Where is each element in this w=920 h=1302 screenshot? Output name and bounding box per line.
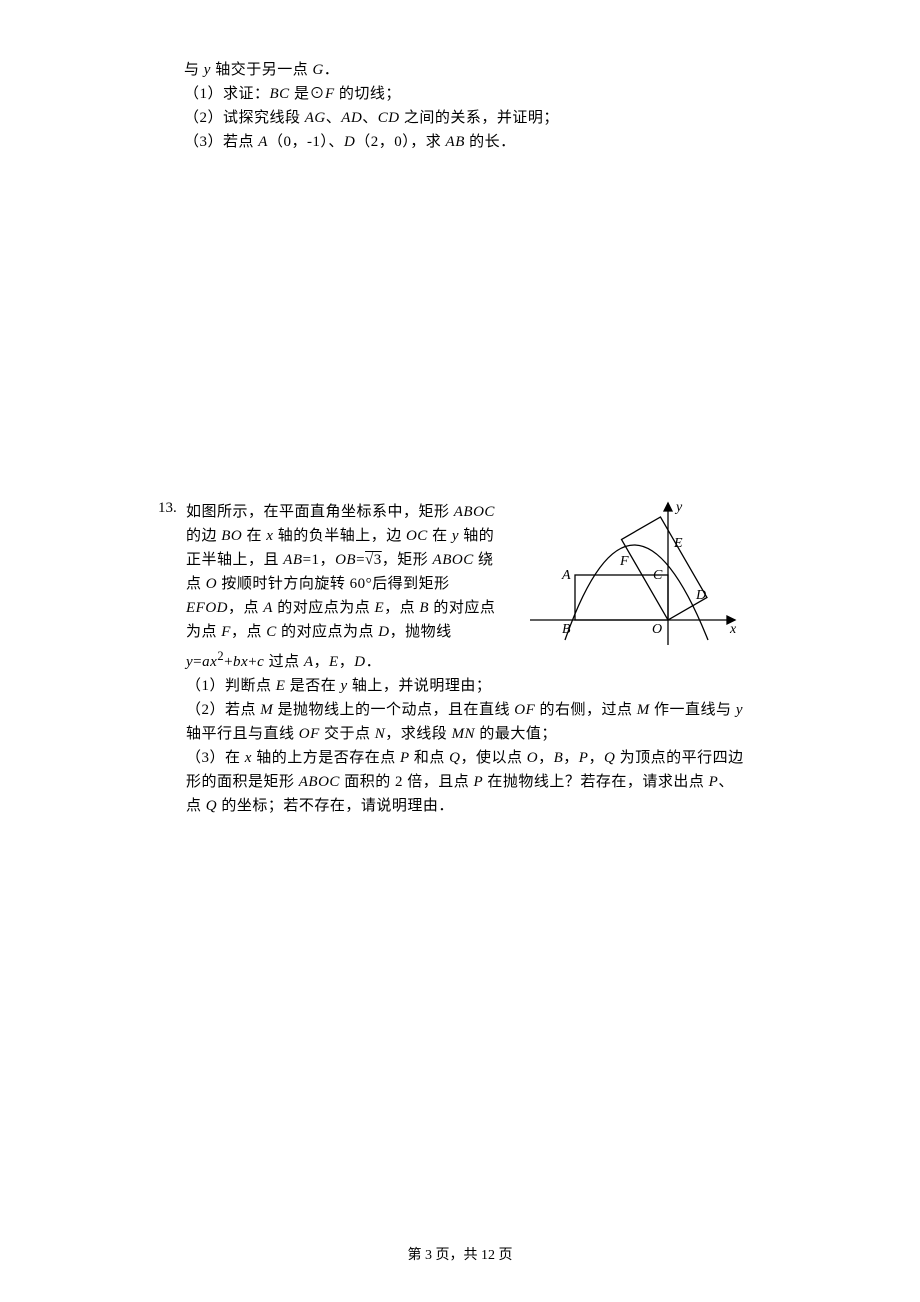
q13-intro-text: 如图所示，在平面直角坐标系中，矩形 ABOC 的边 BO 在 x 轴的负半轴上，… xyxy=(186,504,495,670)
q13-subparts: （1）判断点 E 是否在 y 轴上，并说明理由； （2）若点 M 是抛物线上的一… xyxy=(186,674,746,818)
q13-number: 13. xyxy=(158,500,177,517)
q12-part3: （3）若点 A（0，-1）、D（2，0），求 AB 的长． xyxy=(184,130,744,154)
label-D: D xyxy=(695,588,706,603)
diagram-labels: A B C D E F O x y xyxy=(561,500,737,637)
footer-prefix: 第 xyxy=(408,1248,426,1263)
label-O: O xyxy=(652,622,662,637)
q13-intro: 如图所示，在平面直角坐标系中，矩形 ABOC 的边 BO 在 x 轴的负半轴上，… xyxy=(186,500,506,674)
label-x: x xyxy=(729,622,737,637)
label-y: y xyxy=(674,500,683,515)
page: 与 y 轴交于另一点 G． （1）求证：BC 是⊙F 的切线； （2）试探究线段… xyxy=(0,0,920,1302)
q12-line-yaxis: 与 y 轴交于另一点 G． xyxy=(184,58,744,82)
q12-part2: （2）试探究线段 AG、AD、CD 之间的关系，并证明； xyxy=(184,106,744,130)
parabola xyxy=(565,545,708,640)
label-F: F xyxy=(619,554,629,569)
y-axis-arrow xyxy=(664,503,672,511)
label-E: E xyxy=(673,536,683,551)
footer-page-current: 3 xyxy=(425,1248,432,1263)
q13-diagram: A B C D E F O x y xyxy=(520,495,750,655)
q12-continuation: 与 y 轴交于另一点 G． （1）求证：BC 是⊙F 的切线； （2）试探究线段… xyxy=(184,58,744,154)
q13-part2: （2）若点 M 是抛物线上的一个动点，且在直线 OF 的右侧，过点 M 作一直线… xyxy=(186,698,746,746)
footer-mid: 页，共 xyxy=(432,1248,481,1263)
q12-part1: （1）求证：BC 是⊙F 的切线； xyxy=(184,82,744,106)
footer-suffix: 页 xyxy=(495,1248,513,1263)
label-B: B xyxy=(562,622,571,637)
page-footer: 第 3 页，共 12 页 xyxy=(0,1244,920,1264)
footer-page-total: 12 xyxy=(481,1248,495,1263)
label-C: C xyxy=(653,568,663,583)
rect-efod xyxy=(622,517,707,620)
q13-part3: （3）在 x 轴的上方是否存在点 P 和点 Q，使以点 O，B，P，Q 为顶点的… xyxy=(186,746,746,818)
q13-part1: （1）判断点 E 是否在 y 轴上，并说明理由； xyxy=(186,674,746,698)
label-A: A xyxy=(561,568,571,583)
